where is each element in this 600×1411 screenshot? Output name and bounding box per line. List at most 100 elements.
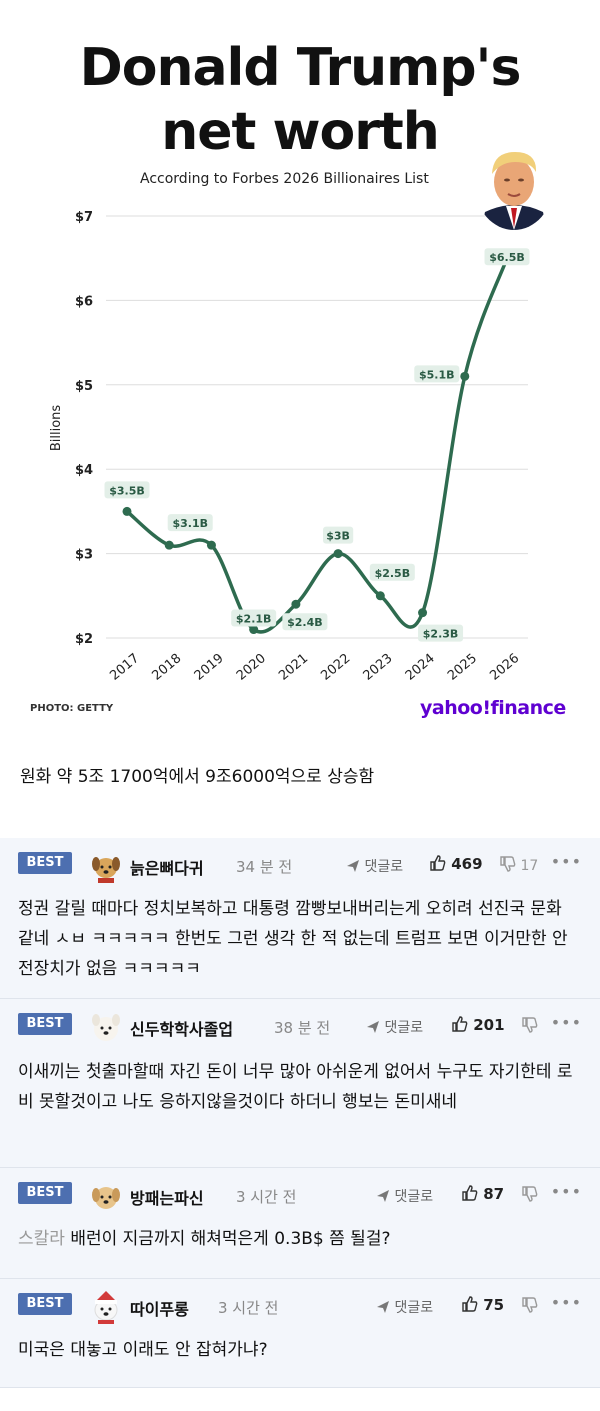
comment-item: BEST 신두학학사졸업 38 분 전 댓글로 [0, 999, 600, 1168]
comment-header: BEST 늙은뼈다귀 34 분 전 댓글로 [18, 848, 582, 883]
like-button[interactable]: 201 [452, 1016, 505, 1034]
comment-time: 3 시간 전 [218, 1299, 279, 1317]
data-point [122, 506, 132, 516]
comment-item: BEST 따이푸롱 3 시간 전 댓글로 [0, 1279, 600, 1388]
data-label-bg [282, 613, 328, 631]
more-options-icon[interactable]: ••• [550, 1013, 582, 1032]
comment-nickname[interactable]: 신두학학사졸업 [130, 1020, 234, 1039]
data-point [206, 540, 216, 550]
data-label-bg [414, 365, 460, 383]
thumbs-up-icon [462, 1185, 478, 1203]
like-button[interactable]: 469 [430, 855, 483, 873]
comment-item: BEST 방패는파신 3 시간 전 댓글로 87 [0, 1168, 600, 1279]
x-tick-label: 2020 [234, 651, 269, 684]
comment-text: 배런이 지금까지 해쳐먹은게 0.3B$ 쯤 될걸? [70, 1229, 391, 1249]
line-chart: $2 $3 $4 $5 $6 $7 Billions 2017 2018 2019 2020 2021… [49, 210, 530, 684]
dislike-count: 17 [520, 858, 539, 874]
comment-nickname[interactable]: 방패는파신 [130, 1189, 204, 1208]
dislike-button[interactable] [522, 1186, 538, 1204]
reply-label: 댓글로 [394, 1189, 434, 1205]
comment-time: 38 분 전 [274, 1019, 331, 1037]
data-point [164, 540, 174, 550]
data-label: $5.1B [419, 368, 455, 381]
x-tick-label: 2024 [403, 651, 438, 684]
photo-credit: PHOTO: GETTY [30, 703, 114, 714]
thumbs-down-icon [522, 1017, 538, 1035]
like-count: 469 [451, 855, 483, 873]
data-label-bg [231, 609, 277, 627]
thumbs-up-icon [462, 1296, 478, 1314]
comment-header: BEST 신두학학사졸업 38 분 전 댓글로 [18, 1009, 582, 1044]
x-tick-label: 2026 [487, 651, 522, 684]
white-dog-avatar-icon[interactable] [88, 1009, 124, 1045]
thumbs-down-icon [522, 1186, 538, 1204]
like-count: 75 [483, 1296, 505, 1314]
like-count: 87 [483, 1185, 505, 1203]
x-tick-label: 2021 [276, 651, 311, 684]
thumbs-up-icon [452, 1016, 468, 1034]
thumbs-up-icon [430, 855, 446, 873]
x-tick-label: 2023 [361, 651, 396, 684]
comment-header: BEST 방패는파신 3 시간 전 댓글로 87 [18, 1178, 582, 1213]
reply-button[interactable]: 댓글로 [366, 1017, 423, 1037]
series-line [125, 256, 509, 634]
best-badge: BEST [18, 1293, 72, 1315]
send-arrow-icon [346, 859, 360, 875]
chart-subtitle: According to Forbes 2026 Billionaires Li… [140, 171, 429, 187]
chart-title-line2: net worth [161, 102, 440, 162]
best-badge: BEST [18, 1013, 72, 1035]
data-label: $3.5B [109, 484, 145, 497]
send-arrow-icon [376, 1300, 390, 1316]
data-label-bg [167, 514, 213, 532]
best-badge: BEST [18, 852, 72, 874]
data-label: $6.5B [489, 251, 525, 264]
comment-time: 3 시간 전 [236, 1188, 297, 1206]
puppy-avatar-icon[interactable] [88, 1178, 124, 1214]
data-label-bg [104, 481, 150, 499]
comment-nickname[interactable]: 따이푸롱 [130, 1300, 189, 1319]
data-label: $2.1B [236, 613, 272, 626]
like-button[interactable]: 75 [462, 1296, 504, 1314]
data-label-bg [369, 563, 415, 581]
reply-label: 댓글로 [394, 1300, 434, 1316]
like-count: 201 [473, 1016, 505, 1034]
data-label: $3.1B [172, 517, 208, 530]
y-tick-label: $4 [75, 463, 93, 478]
data-label-bg [323, 526, 354, 544]
data-point [249, 625, 259, 635]
more-options-icon[interactable]: ••• [550, 1293, 582, 1312]
dislike-button[interactable] [522, 1017, 538, 1035]
data-point [418, 608, 428, 618]
data-label: $2.4B [287, 616, 323, 629]
post-caption: 원화 약 5조 1700억에서 9조6000억으로 상승함 [20, 767, 375, 787]
like-button[interactable]: 87 [462, 1185, 504, 1203]
thumbs-down-icon [522, 1297, 538, 1315]
x-tick-label: 2017 [107, 651, 142, 684]
data-label-bg [418, 624, 464, 642]
send-arrow-icon [376, 1189, 390, 1205]
reply-label: 댓글로 [364, 859, 404, 875]
reply-button[interactable]: 댓글로 [376, 1297, 433, 1317]
dislike-button[interactable]: 17 [500, 856, 538, 874]
yahoo-finance-logo: yahoo!finance [420, 697, 566, 719]
data-label: $2.3B [423, 628, 459, 641]
x-tick-label: 2018 [149, 651, 184, 684]
more-options-icon[interactable]: ••• [550, 1182, 582, 1201]
comment-nickname[interactable]: 늙은뼈다귀 [130, 859, 204, 878]
dislike-button[interactable] [522, 1297, 538, 1315]
santa-dog-avatar-icon[interactable] [88, 1289, 124, 1325]
reply-label: 댓글로 [384, 1020, 424, 1036]
comment-time: 34 분 전 [236, 858, 293, 876]
reply-button[interactable]: 댓글로 [376, 1186, 433, 1206]
quoted-user-mention[interactable]: 스칼라 [18, 1229, 65, 1249]
comment-body: 스칼라 배런이 지금까지 해쳐먹은게 0.3B$ 쯤 될걸? [18, 1224, 582, 1254]
chart-title-line1: Donald Trump's [79, 38, 522, 98]
y-tick-label: $2 [75, 632, 93, 647]
y-tick-label: $7 [75, 210, 93, 225]
x-tick-label: 2025 [445, 651, 480, 684]
more-options-icon[interactable]: ••• [550, 852, 582, 871]
dog-avatar-icon[interactable] [88, 848, 124, 884]
data-label-bg [484, 248, 530, 266]
y-tick-label: $6 [75, 294, 93, 309]
reply-button[interactable]: 댓글로 [346, 856, 403, 876]
